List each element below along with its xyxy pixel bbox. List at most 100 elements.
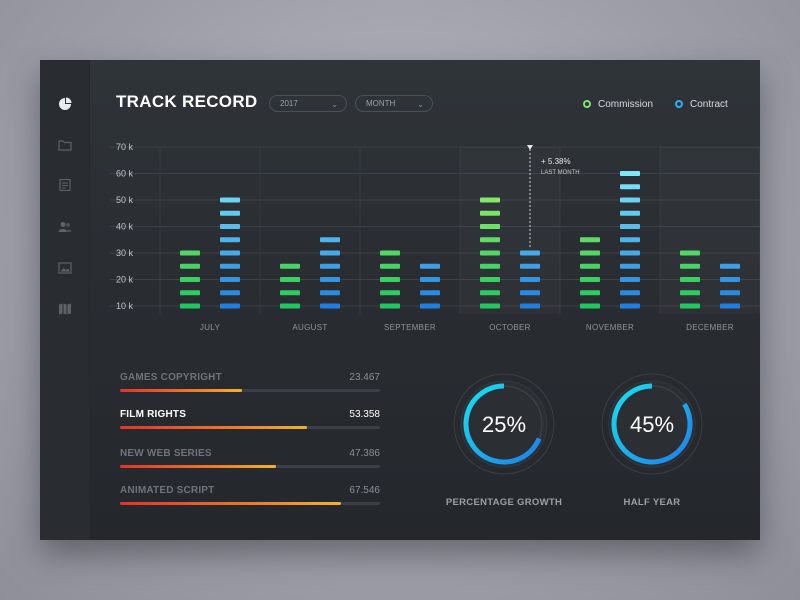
- contract-bar-segment: [220, 250, 240, 256]
- progress-fill: [120, 502, 341, 505]
- y-tick-label: 40 k: [116, 222, 134, 232]
- annotation-value: + 5.38%: [541, 157, 571, 166]
- annotation-sub: LAST MONTH: [541, 170, 580, 176]
- commission-bar-segment: [280, 277, 300, 282]
- contract-bar-segment: [420, 263, 440, 269]
- period-select-value: MONTH: [366, 99, 396, 108]
- y-tick-label: 60 k: [116, 169, 134, 179]
- document-icon[interactable]: [58, 179, 72, 191]
- half-year-gauge: 45%: [601, 373, 703, 475]
- commission-bar-segment: [280, 303, 300, 309]
- progress-track: [120, 465, 380, 468]
- progress-value: 67.546: [349, 485, 380, 496]
- y-tick-label: 50 k: [116, 195, 134, 205]
- gauge-progress-arc: [611, 383, 693, 465]
- x-tick-label: OCTOBER: [489, 323, 531, 332]
- contract-bar-segment: [620, 250, 640, 256]
- progress-value: 23.467: [349, 372, 380, 383]
- progress-row-new-web-series[interactable]: NEW WEB SERIES 47.386: [120, 448, 380, 478]
- x-tick-label: DECEMBER: [686, 323, 734, 332]
- x-tick-label: NOVEMBER: [586, 323, 634, 332]
- commission-bar-segment: [380, 263, 400, 269]
- annotation-marker-icon: [527, 145, 533, 150]
- track-record-chart: 10 k 20 k 30 k 40 k 50 k 60 k 70 k JULY AUGUST SE…: [110, 142, 760, 332]
- folder-icon[interactable]: [58, 139, 72, 151]
- commission-bar-segment: [480, 250, 500, 256]
- image-icon[interactable]: [58, 262, 72, 274]
- gauge-face: [608, 380, 696, 468]
- contract-bar-segment: [620, 197, 640, 203]
- commission-bar-segment: [380, 277, 400, 282]
- progress-row-animated-script[interactable]: ANIMATED SCRIPT 67.546: [120, 485, 380, 515]
- contract-bar-segment: [220, 277, 240, 282]
- contract-bar-segment: [620, 237, 640, 243]
- commission-bar-segment: [480, 197, 500, 203]
- commission-bar-segment: [180, 250, 200, 256]
- commission-bar-segment: [380, 290, 400, 296]
- x-tick-label: JULY: [200, 323, 221, 332]
- commission-bar-segment: [680, 277, 700, 282]
- contract-bar-segment: [320, 277, 340, 282]
- progress-label: ANIMATED SCRIPT: [120, 485, 215, 496]
- contract-bar-segment: [520, 277, 540, 282]
- commission-bar-segment: [480, 210, 500, 216]
- pie-chart-icon[interactable]: [58, 97, 72, 110]
- period-select[interactable]: MONTH ⌄: [355, 95, 433, 112]
- users-icon[interactable]: [58, 221, 72, 233]
- contract-bar-segment: [320, 263, 340, 269]
- contract-bar-segment: [220, 303, 240, 309]
- year-select-value: 2017: [280, 99, 298, 108]
- percentage-growth-gauge: 25%: [453, 373, 555, 475]
- page-title: TRACK RECORD: [116, 92, 258, 111]
- progress-label: FILM RIGHTS: [120, 409, 187, 420]
- progress-value: 47.386: [349, 448, 380, 459]
- gauge-outer-ring: [601, 373, 703, 475]
- commission-bar-segment: [580, 290, 600, 296]
- x-tick-label: SEPTEMBER: [384, 323, 436, 332]
- y-tick-label: 20 k: [116, 275, 134, 285]
- y-tick-label: 70 k: [116, 142, 134, 152]
- gauge-caption: HALF YEAR: [623, 497, 681, 508]
- commission-bar-segment: [280, 290, 300, 296]
- map-icon[interactable]: [58, 303, 72, 315]
- gauge-caption: PERCENTAGE GROWTH: [445, 497, 563, 508]
- contract-bar-segment: [520, 290, 540, 296]
- gauge-outer-ring: [453, 373, 555, 475]
- legend-label: Commission: [598, 99, 654, 110]
- progress-value: 53.358: [349, 409, 380, 420]
- commission-bar-segment: [680, 290, 700, 296]
- contract-bar-segment: [320, 290, 340, 296]
- progress-track: [120, 389, 380, 392]
- progress-fill: [120, 389, 243, 392]
- contract-bar-segment: [220, 210, 240, 216]
- contract-bar-segment: [220, 224, 240, 229]
- x-tick-label: AUGUST: [292, 323, 327, 332]
- contract-bar-segment: [220, 237, 240, 243]
- progress-label: GAMES COPYRIGHT: [120, 372, 222, 383]
- gauge-progress-arc: [463, 383, 542, 465]
- commission-bar-segment: [680, 250, 700, 256]
- contract-bar-segment: [620, 290, 640, 296]
- progress-label: NEW WEB SERIES: [120, 448, 212, 459]
- progress-row-games-copyright[interactable]: GAMES COPYRIGHT 23.467: [120, 372, 380, 402]
- commission-bar-segment: [580, 303, 600, 309]
- contract-bar-segment: [320, 250, 340, 256]
- commission-bar-segment: [580, 277, 600, 282]
- progress-row-film-rights[interactable]: FILM RIGHTS 53.358: [120, 409, 380, 439]
- progress-track: [120, 426, 380, 429]
- contract-bar-segment: [620, 171, 640, 176]
- progress-fill: [120, 465, 276, 468]
- legend-dot-icon: [675, 100, 683, 108]
- column-band: [660, 147, 760, 314]
- contract-bar-segment: [720, 290, 740, 296]
- year-select[interactable]: 2017 ⌄: [269, 95, 347, 112]
- contract-bar-segment: [320, 303, 340, 309]
- commission-bar-segment: [480, 303, 500, 309]
- contract-bar-segment: [420, 290, 440, 296]
- commission-bar-segment: [280, 263, 300, 269]
- legend-label: Contract: [690, 99, 728, 110]
- legend-dot-icon: [583, 100, 591, 108]
- commission-bar-segment: [380, 303, 400, 309]
- dashboard-panel: TRACK RECORD 2017 ⌄ MONTH ⌄ Commission C…: [40, 60, 760, 540]
- commission-bar-segment: [180, 277, 200, 282]
